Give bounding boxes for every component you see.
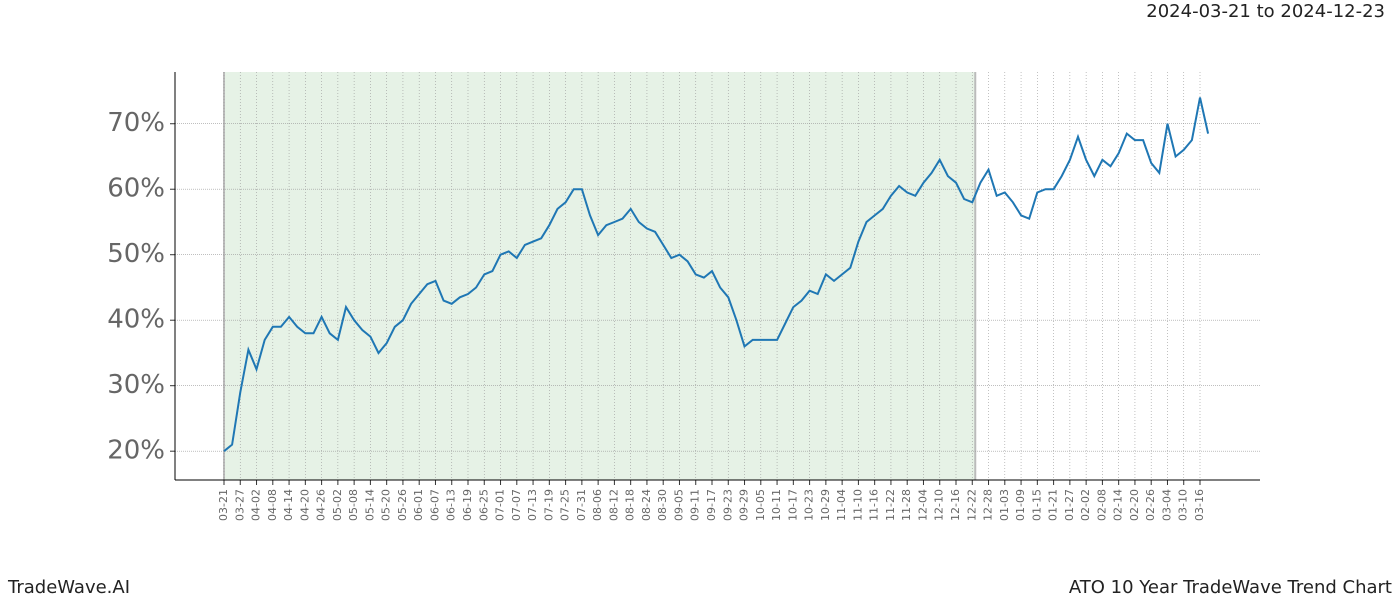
x-tick-label: 11-04 — [835, 489, 848, 521]
x-tick-label: 05-26 — [396, 489, 409, 521]
x-tick-label: 11-16 — [868, 489, 881, 521]
x-tick-label: 10-05 — [754, 489, 767, 521]
x-tick-label: 12-22 — [965, 489, 978, 521]
x-tick-label: 03-04 — [1160, 489, 1173, 521]
x-tick-label: 08-18 — [624, 489, 637, 521]
x-tick-label: 07-25 — [559, 489, 572, 521]
x-tick-label: 04-02 — [250, 489, 263, 521]
x-tick-label: 06-19 — [461, 489, 474, 521]
x-tick-label: 12-04 — [916, 489, 929, 521]
y-tick-label: 70% — [107, 108, 165, 138]
x-tick-label: 02-02 — [1079, 489, 1092, 521]
x-tick-label: 06-13 — [445, 489, 458, 521]
x-tick-label: 06-07 — [428, 489, 441, 521]
x-tick-label: 03-10 — [1177, 489, 1190, 521]
x-tick-label: 01-27 — [1063, 489, 1076, 521]
y-tick-label: 20% — [107, 436, 165, 466]
x-tick-label: 09-23 — [721, 489, 734, 521]
x-tick-label: 01-21 — [1047, 489, 1060, 521]
x-tick-label: 09-29 — [738, 489, 751, 521]
x-tick-label: 02-26 — [1144, 489, 1157, 521]
x-tick-label: 07-19 — [542, 489, 555, 521]
x-tick-label: 11-22 — [884, 489, 897, 521]
x-tick-label: 01-09 — [1014, 489, 1027, 521]
x-tick-label: 03-27 — [233, 489, 246, 521]
x-tick-label: 10-29 — [819, 489, 832, 521]
x-tick-label: 04-14 — [282, 489, 295, 521]
x-tick-label: 04-08 — [266, 489, 279, 521]
y-tick-label: 60% — [107, 174, 165, 204]
x-tick-label: 01-03 — [998, 489, 1011, 521]
x-tick-label: 07-07 — [510, 489, 523, 521]
brand: TradeWave.AI — [7, 577, 130, 598]
x-tick-label: 10-17 — [786, 489, 799, 521]
x-tick-label: 07-01 — [494, 489, 507, 521]
y-tick-label: 40% — [107, 305, 165, 335]
x-tick-label: 08-30 — [656, 489, 669, 521]
x-tick-label: 09-17 — [705, 489, 718, 521]
x-tick-label: 05-14 — [363, 489, 376, 521]
x-tick-label: 02-20 — [1128, 489, 1141, 521]
x-tick-label: 06-25 — [477, 489, 490, 521]
trend-line — [223, 97, 1210, 452]
x-tick-label: 12-16 — [949, 489, 962, 521]
x-tick-label: 06-01 — [412, 489, 425, 521]
x-tick-label: 10-23 — [803, 489, 816, 521]
x-tick-label: 08-06 — [591, 489, 604, 521]
x-tick-label: 07-31 — [575, 489, 588, 521]
x-tick-label: 08-12 — [607, 489, 620, 521]
x-tick-label: 09-05 — [672, 489, 685, 521]
x-tick-label: 05-02 — [331, 489, 344, 521]
x-tick-label: 05-20 — [380, 489, 393, 521]
x-tick-label: 03-21 — [217, 489, 230, 521]
x-tick-label: 11-10 — [851, 489, 864, 521]
x-tick-label: 12-10 — [933, 489, 946, 521]
x-tick-label: 03-16 — [1193, 489, 1206, 521]
x-tick-label: 10-11 — [770, 489, 783, 521]
chart-title: ATO 10 Year TradeWave Trend Chart — [1069, 577, 1392, 598]
date-range: 2024-03-21 to 2024-12-23 — [1146, 1, 1385, 22]
x-tick-label: 08-24 — [640, 489, 653, 521]
x-tick-label: 09-11 — [689, 489, 702, 521]
x-tick-label: 11-28 — [900, 489, 913, 521]
x-tick-label: 04-26 — [315, 489, 328, 521]
x-tick-label: 07-13 — [526, 489, 539, 521]
x-tick-label: 04-20 — [298, 489, 311, 521]
x-tick-label: 02-14 — [1112, 489, 1125, 521]
y-tick-label: 50% — [107, 239, 165, 269]
x-tick-label: 02-08 — [1095, 489, 1108, 521]
x-tick-label: 05-08 — [347, 489, 360, 521]
y-tick-label: 30% — [107, 370, 165, 400]
highlight-region — [224, 72, 976, 480]
x-tick-label: 12-28 — [982, 489, 995, 521]
x-tick-label: 01-15 — [1030, 489, 1043, 521]
